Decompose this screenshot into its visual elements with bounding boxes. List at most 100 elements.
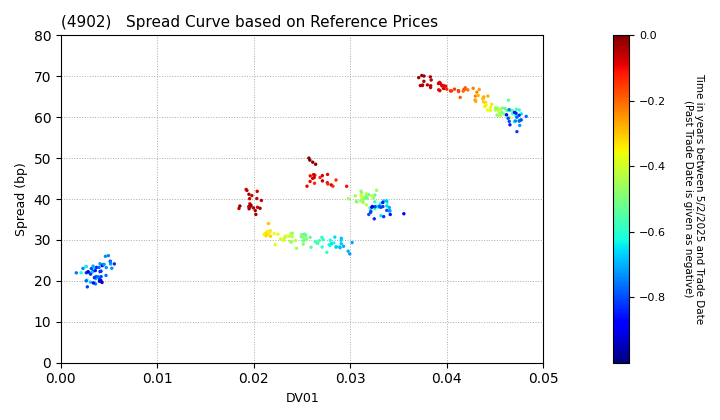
Point (503, 118, 515, 125)
Point (100, 272, 112, 279)
Point (318, 236, 329, 243)
Point (374, 204, 385, 210)
Point (308, 174, 320, 181)
Point (317, 172, 328, 179)
Point (301, 183, 312, 189)
Point (371, 187, 382, 194)
Point (300, 234, 312, 241)
Point (251, 195, 263, 202)
Point (482, 107, 493, 113)
Point (375, 212, 387, 219)
Point (436, 83, 448, 89)
Point (477, 95, 489, 102)
Point (244, 195, 256, 202)
Point (328, 239, 340, 246)
Point (471, 89, 482, 96)
Point (322, 171, 333, 178)
Point (369, 192, 381, 199)
Point (325, 237, 336, 244)
Point (513, 117, 525, 124)
Point (287, 233, 298, 240)
Point (279, 234, 290, 241)
Point (361, 202, 372, 208)
Point (490, 107, 501, 113)
Point (382, 199, 393, 206)
Point (494, 110, 505, 117)
Point (243, 205, 255, 212)
Point (366, 192, 378, 199)
Point (86, 269, 97, 276)
Point (334, 244, 346, 251)
Point (361, 195, 373, 202)
Point (278, 237, 289, 244)
Point (378, 213, 390, 220)
Point (356, 189, 367, 196)
Point (300, 231, 311, 238)
Point (441, 86, 452, 92)
Point (460, 86, 472, 92)
Point (351, 198, 362, 205)
Point (363, 211, 374, 218)
Point (94, 276, 106, 283)
Point (81, 269, 92, 276)
Point (492, 105, 503, 112)
Point (250, 211, 261, 218)
Point (329, 234, 341, 241)
Point (374, 203, 385, 210)
Point (92, 273, 104, 280)
Point (314, 237, 325, 244)
Point (470, 98, 482, 105)
Point (356, 194, 368, 200)
Point (491, 112, 503, 118)
Point (325, 240, 337, 247)
Point (291, 245, 302, 252)
Point (309, 180, 320, 186)
Point (298, 237, 310, 244)
Point (361, 192, 372, 198)
Point (96, 262, 108, 269)
Point (366, 204, 377, 210)
Point (262, 231, 274, 238)
Point (415, 82, 426, 89)
Point (95, 277, 107, 284)
Point (510, 118, 521, 124)
Point (369, 215, 380, 222)
Point (503, 115, 514, 122)
Point (356, 194, 368, 201)
Point (357, 194, 369, 201)
Point (343, 195, 354, 202)
Point (367, 194, 379, 200)
Point (264, 228, 276, 235)
Point (233, 205, 245, 212)
Point (381, 197, 392, 204)
Y-axis label: Time in years between 5/2/2025 and Trade Date
(Past Trade Date is given as negat: Time in years between 5/2/2025 and Trade… (683, 74, 704, 325)
Point (289, 237, 301, 244)
Point (301, 236, 312, 243)
Point (81, 278, 92, 284)
Point (359, 195, 370, 202)
Point (99, 253, 111, 260)
Point (265, 233, 276, 240)
Point (474, 86, 485, 93)
Point (355, 188, 366, 194)
Point (503, 106, 515, 113)
Point (307, 175, 318, 182)
Point (305, 173, 316, 179)
Point (510, 106, 522, 113)
Point (375, 204, 387, 211)
Point (485, 104, 497, 111)
Point (99, 261, 110, 268)
Point (286, 239, 297, 245)
Point (286, 233, 297, 240)
Point (269, 230, 280, 237)
Point (513, 107, 525, 113)
Point (325, 241, 337, 247)
Point (104, 259, 116, 265)
Point (384, 207, 395, 214)
Point (516, 110, 527, 117)
Point (89, 274, 100, 281)
Point (507, 110, 518, 117)
Point (418, 78, 430, 85)
Point (398, 210, 410, 217)
Point (93, 264, 104, 271)
